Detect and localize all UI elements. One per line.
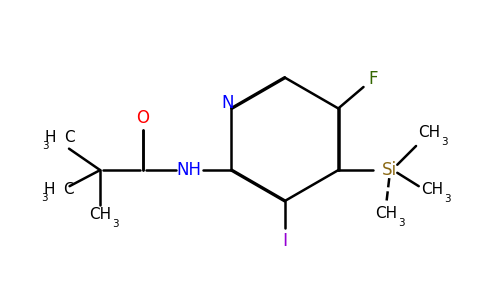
Text: 3: 3 bbox=[112, 219, 119, 229]
Text: Si: Si bbox=[382, 161, 397, 179]
Text: 3: 3 bbox=[444, 194, 451, 204]
Text: 3: 3 bbox=[41, 193, 47, 203]
Text: F: F bbox=[368, 70, 378, 88]
Text: CH: CH bbox=[421, 182, 443, 197]
Text: N: N bbox=[221, 94, 233, 112]
Text: H: H bbox=[45, 130, 56, 145]
Text: O: O bbox=[136, 109, 150, 127]
Text: 3: 3 bbox=[398, 218, 405, 228]
Text: H: H bbox=[44, 182, 55, 197]
Text: NH: NH bbox=[176, 161, 201, 179]
Text: C: C bbox=[64, 130, 75, 145]
Text: CH: CH bbox=[376, 206, 398, 220]
Text: I: I bbox=[282, 232, 287, 250]
Text: CH: CH bbox=[89, 207, 111, 222]
Text: 3: 3 bbox=[441, 137, 448, 147]
Text: 3: 3 bbox=[42, 141, 49, 151]
Text: CH: CH bbox=[418, 124, 440, 140]
Text: C: C bbox=[63, 182, 74, 197]
